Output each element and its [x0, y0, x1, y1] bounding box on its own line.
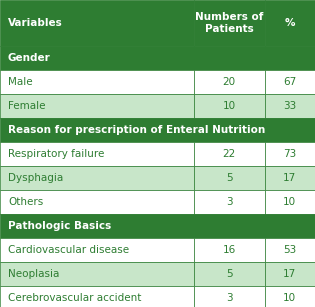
Bar [265, 262, 315, 286]
Text: 73: 73 [283, 149, 296, 159]
Bar [0, 238, 194, 262]
Text: Gender: Gender [8, 53, 51, 63]
Bar [265, 94, 315, 118]
Bar [194, 166, 265, 190]
Bar [0, 286, 194, 307]
Text: 17: 17 [283, 269, 296, 279]
Bar [194, 238, 265, 262]
Bar [265, 166, 315, 190]
Text: 22: 22 [222, 149, 236, 159]
Text: %: % [284, 18, 295, 28]
Bar [0, 118, 315, 142]
Text: Female: Female [8, 101, 45, 111]
Bar [0, 94, 194, 118]
Text: 3: 3 [226, 293, 232, 303]
Bar [0, 70, 194, 94]
Bar [194, 94, 265, 118]
Bar [265, 70, 315, 94]
Text: 10: 10 [223, 101, 236, 111]
Text: Male: Male [8, 77, 33, 87]
Text: Respiratory failure: Respiratory failure [8, 149, 104, 159]
Bar [194, 0, 265, 46]
Bar [194, 190, 265, 214]
Text: 17: 17 [283, 173, 296, 183]
Text: 5: 5 [226, 269, 232, 279]
Bar [265, 142, 315, 166]
Text: Numbers of
Patients: Numbers of Patients [195, 12, 263, 34]
Text: Cardiovascular disease: Cardiovascular disease [8, 245, 129, 255]
Text: Reason for prescription of Enteral Nutrition: Reason for prescription of Enteral Nutri… [8, 125, 265, 135]
Bar [194, 70, 265, 94]
Bar [265, 190, 315, 214]
Text: 67: 67 [283, 77, 296, 87]
Bar [265, 0, 315, 46]
Text: Dysphagia: Dysphagia [8, 173, 63, 183]
Text: 10: 10 [283, 197, 296, 207]
Text: 53: 53 [283, 245, 296, 255]
Text: Cerebrovascular accident: Cerebrovascular accident [8, 293, 141, 303]
Text: 5: 5 [226, 173, 232, 183]
Text: Variables: Variables [8, 18, 63, 28]
Bar [0, 142, 194, 166]
Text: Others: Others [8, 197, 43, 207]
Bar [194, 142, 265, 166]
Text: 16: 16 [222, 245, 236, 255]
Text: Neoplasia: Neoplasia [8, 269, 59, 279]
Bar [0, 166, 194, 190]
Text: 20: 20 [223, 77, 236, 87]
Bar [0, 0, 194, 46]
Bar [0, 262, 194, 286]
Bar [265, 238, 315, 262]
Bar [194, 286, 265, 307]
Text: Pathologic Basics: Pathologic Basics [8, 221, 111, 231]
Bar [0, 214, 315, 238]
Bar [0, 46, 315, 70]
Text: 3: 3 [226, 197, 232, 207]
Bar [265, 286, 315, 307]
Bar [194, 262, 265, 286]
Text: 33: 33 [283, 101, 296, 111]
Bar [0, 190, 194, 214]
Text: 10: 10 [283, 293, 296, 303]
